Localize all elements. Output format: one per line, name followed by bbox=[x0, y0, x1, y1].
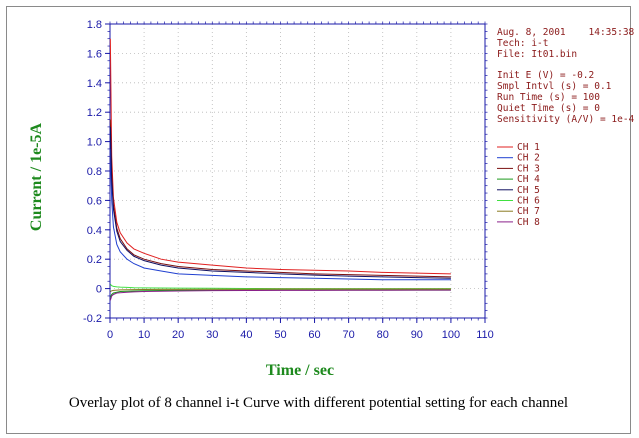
info-tech: Tech: i-t bbox=[497, 38, 548, 49]
x-tick-label: 40 bbox=[240, 329, 252, 341]
info-panel: Aug. 8, 2001 14:35:38 Tech: i-t File: It… bbox=[497, 27, 635, 125]
series-line-ch2 bbox=[109, 148, 451, 281]
legend-label-ch1: CH 1 bbox=[517, 142, 540, 153]
x-tick-label: 10 bbox=[138, 329, 150, 341]
info-date: Aug. 8, 2001 14:35:38 bbox=[497, 27, 635, 38]
y-tick-label: 0.6 bbox=[87, 195, 102, 207]
axis-ticks bbox=[105, 21, 488, 323]
series-line-ch7 bbox=[110, 288, 451, 292]
legend-label-ch7: CH 7 bbox=[517, 206, 540, 217]
legend-label-ch3: CH 3 bbox=[517, 163, 540, 174]
y-tick-label: 1.6 bbox=[87, 48, 102, 60]
series-line-ch5 bbox=[109, 126, 451, 279]
x-tick-label: 50 bbox=[274, 329, 286, 341]
x-tick-label: 20 bbox=[172, 329, 184, 341]
info-file: File: It01.bin bbox=[497, 49, 577, 60]
y-tick-label: 0.8 bbox=[87, 166, 102, 178]
y-tick-label: -0.2 bbox=[83, 313, 102, 325]
it-chart: 0 10 20 30 40 50 60 70 80 90 100 110 -0.2 0 0.2 0.4 0.6… bbox=[28, 19, 635, 379]
y-tick-label: 0.4 bbox=[87, 225, 102, 237]
legend: CH 1CH 2CH 3CH 4CH 5CH 6CH 7CH 8 bbox=[497, 142, 540, 228]
info-param-sensitivity: Sensitivity (A/V) = 1e-4 bbox=[497, 114, 635, 125]
x-tick-label: 90 bbox=[411, 329, 423, 341]
x-tick-label: 60 bbox=[308, 329, 320, 341]
y-tick-label: 1.2 bbox=[87, 107, 102, 119]
x-tick-label: 30 bbox=[206, 329, 218, 341]
y-tick-label: 0 bbox=[96, 284, 102, 296]
info-param-quiet-time: Quiet Time (s) = 0 bbox=[497, 103, 600, 114]
x-tick-label: 80 bbox=[377, 329, 389, 341]
series-lines bbox=[109, 38, 451, 301]
legend-label-ch6: CH 6 bbox=[517, 196, 540, 207]
x-tick-label: 70 bbox=[343, 329, 355, 341]
x-tick-label: 0 bbox=[107, 329, 113, 341]
y-tick-label: 1.0 bbox=[87, 137, 102, 149]
x-axis-title: Time / sec bbox=[266, 362, 334, 379]
legend-label-ch4: CH 4 bbox=[517, 174, 540, 185]
series-line-ch8 bbox=[109, 289, 451, 301]
y-tick-label: 1.4 bbox=[87, 78, 102, 90]
legend-label-ch8: CH 8 bbox=[517, 217, 540, 228]
y-axis-title: Current / 1e-5A bbox=[28, 122, 45, 231]
info-param-run-time: Run Time (s) = 100 bbox=[497, 92, 600, 103]
y-tick-label: 0.2 bbox=[87, 254, 102, 266]
series-line-ch3 bbox=[109, 119, 451, 278]
x-tick-label: 110 bbox=[476, 329, 494, 341]
y-tick-label: 1.8 bbox=[87, 19, 102, 31]
y-tick-labels: -0.2 0 0.2 0.4 0.6 0.8 1.0 1.2 1.4 1.6 1.8 bbox=[83, 19, 102, 325]
info-param-init-e: Init E (V) = -0.2 bbox=[497, 70, 594, 81]
x-tick-label: 100 bbox=[442, 329, 460, 341]
info-param-smpl-intvl: Smpl Intvl (s) = 0.1 bbox=[497, 81, 612, 92]
figure-caption: Overlay plot of 8 channel i-t Curve with… bbox=[68, 395, 569, 411]
x-tick-labels: 0 10 20 30 40 50 60 70 80 90 100 110 bbox=[107, 329, 494, 341]
legend-label-ch5: CH 5 bbox=[517, 185, 540, 196]
legend-label-ch2: CH 2 bbox=[517, 153, 540, 164]
series-line-ch1 bbox=[109, 38, 451, 275]
